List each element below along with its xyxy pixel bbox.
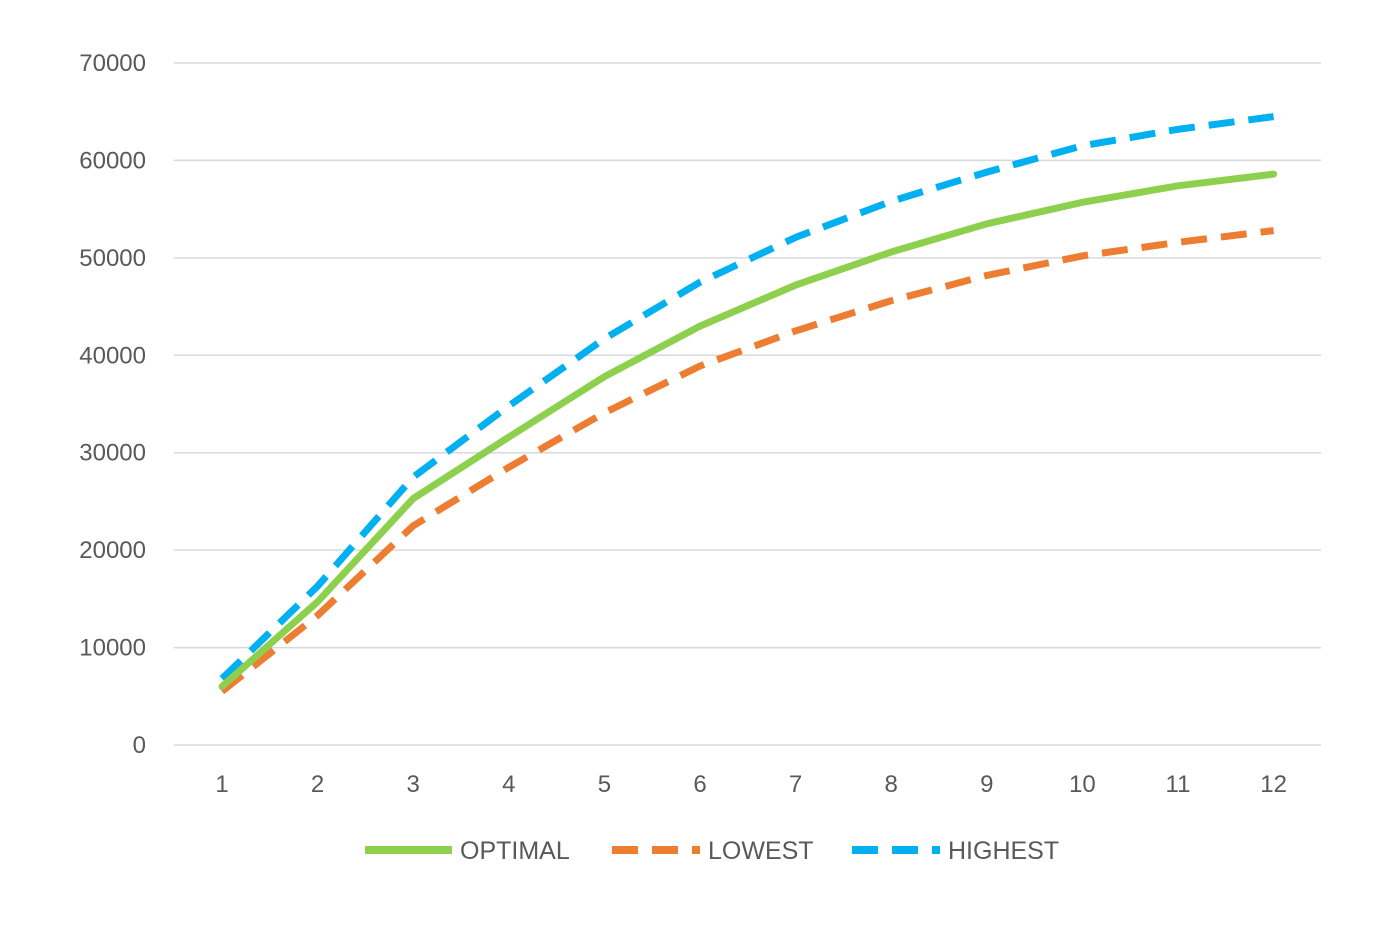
x-tick-label: 5 xyxy=(598,771,611,798)
y-tick-label: 70000 xyxy=(79,50,146,77)
x-tick-label: 10 xyxy=(1069,771,1096,798)
x-tick-label: 12 xyxy=(1260,771,1287,798)
gridlines xyxy=(174,63,1321,745)
legend: OPTIMAL LOWEST HIGHEST xyxy=(365,837,1059,865)
x-tick-label: 1 xyxy=(215,771,228,798)
y-tick-label: 60000 xyxy=(79,147,146,174)
legend-label: OPTIMAL xyxy=(460,837,570,865)
y-axis-tick-labels: 0 10000 20000 30000 40000 50000 60000 70000 xyxy=(79,50,146,759)
legend-label: LOWEST xyxy=(708,837,814,865)
series-lines xyxy=(222,117,1274,692)
legend-item-lowest: LOWEST xyxy=(612,837,814,865)
y-tick-label: 30000 xyxy=(79,440,146,467)
x-tick-label: 6 xyxy=(693,771,706,798)
x-tick-label: 4 xyxy=(502,771,515,798)
y-tick-label: 50000 xyxy=(79,245,146,272)
legend-item-optimal: OPTIMAL xyxy=(365,837,570,865)
series-line-lowest xyxy=(222,231,1274,692)
y-tick-label: 40000 xyxy=(79,342,146,369)
x-tick-label: 11 xyxy=(1166,771,1191,798)
legend-label: HIGHEST xyxy=(948,837,1059,865)
x-tick-label: 3 xyxy=(407,771,420,798)
y-tick-label: 10000 xyxy=(79,635,146,662)
x-tick-label: 7 xyxy=(789,771,802,798)
series-line-highest xyxy=(222,117,1274,679)
y-tick-label: 20000 xyxy=(79,537,146,564)
y-tick-label: 0 xyxy=(133,732,146,759)
legend-item-highest: HIGHEST xyxy=(852,837,1059,865)
x-tick-label: 9 xyxy=(980,771,993,798)
x-tick-label: 8 xyxy=(885,771,898,798)
x-tick-label: 2 xyxy=(311,771,324,798)
